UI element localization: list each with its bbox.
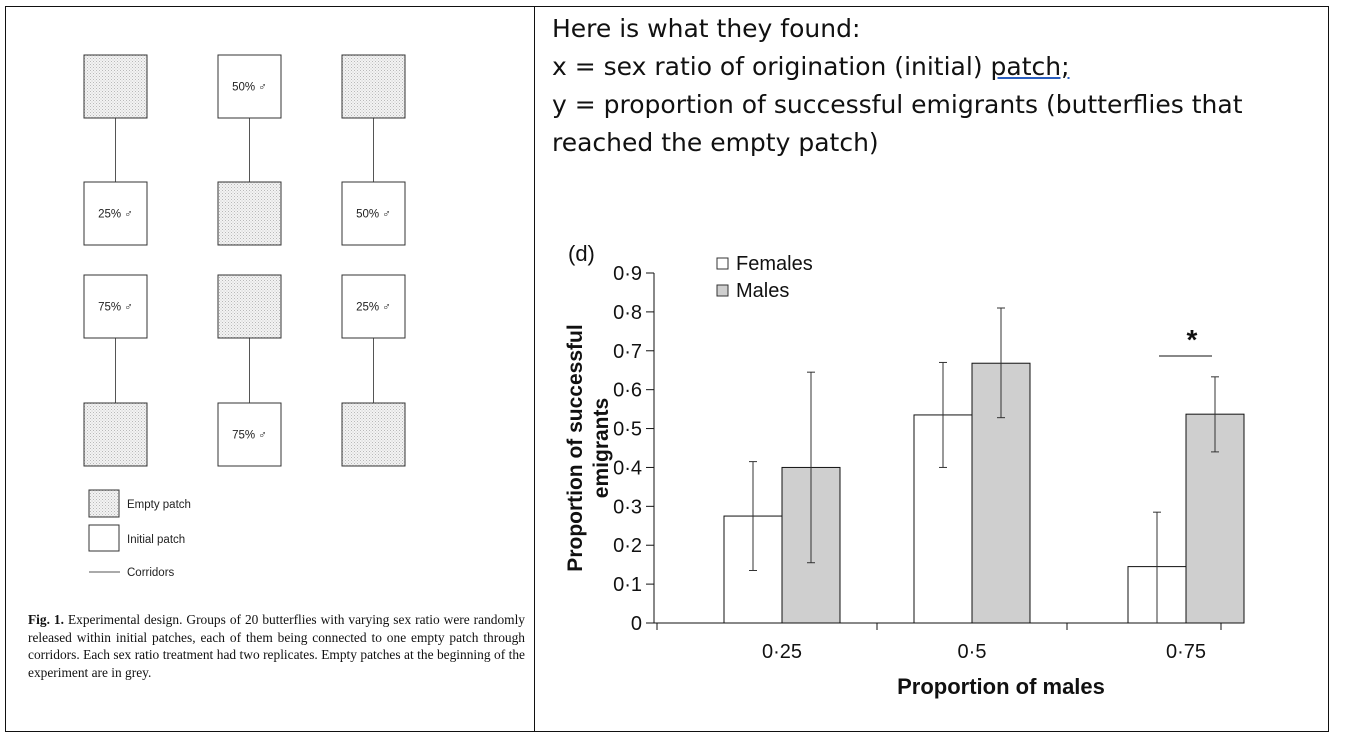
y-tick-label: 0·5	[613, 419, 642, 441]
significance-star: *	[1187, 324, 1198, 355]
empty-patch	[83, 54, 148, 119]
y-axis-title-line: Proportion of successful	[564, 324, 587, 571]
patch-label: 50% ♂	[356, 209, 391, 221]
legend-label-females: Females	[736, 253, 813, 275]
initial-patch	[83, 181, 148, 246]
legend-empty-label: Empty patch	[127, 499, 191, 511]
panel-label: (d)	[568, 241, 595, 266]
diagram-legend: Empty patch Initial patch Corridors	[88, 489, 191, 579]
caption-text: Experimental design. Groups of 20 butter…	[28, 612, 525, 680]
intro-line-3: y = proportion of successful emigrants (…	[552, 90, 1243, 119]
patch-label: 75% ♂	[98, 302, 133, 314]
patch-label: 25% ♂	[356, 302, 391, 314]
patches-group: 50% ♂ 25% ♂ 50% ♂ 75% ♂ 25% ♂ 75% ♂	[83, 54, 406, 467]
y-tick-label: 0·1	[613, 574, 642, 596]
initial-patch	[217, 54, 282, 119]
annotations-group: *	[1159, 324, 1212, 357]
legend-corridors-label: Corridors	[127, 567, 175, 579]
figure-frame	[5, 6, 1329, 732]
legend-initial-swatch	[88, 524, 120, 552]
legend-swatch-females	[716, 257, 729, 270]
initial-patch	[217, 402, 282, 467]
patch-label: 75% ♂	[232, 430, 267, 442]
axes-group: 0 0·1 0·2 0·3 0·4 0·5 0·6 0·7 0·8 0·9 0·25 0·5 0·75	[613, 263, 1222, 663]
initial-patch	[341, 274, 406, 339]
y-axis-title-line: emigrants	[590, 398, 613, 498]
y-tick-label: 0	[631, 613, 642, 635]
initial-patch	[341, 181, 406, 246]
legend-empty-swatch	[88, 489, 120, 518]
y-tick-label: 0·9	[613, 263, 642, 285]
x-tick-label: 0·5	[958, 641, 987, 663]
empty-patch	[217, 181, 282, 246]
empty-patch	[341, 402, 406, 467]
y-tick-label: 0·8	[613, 302, 642, 324]
findings-text: Here is what they found: x = sex ratio o…	[552, 10, 1322, 162]
y-axis-title-group: Proportion of successful emigrants	[564, 324, 613, 571]
initial-patch	[83, 274, 148, 339]
legend-initial-label: Initial patch	[127, 534, 185, 546]
y-tick-label: 0·7	[613, 341, 642, 363]
chart-legend: Females Males	[716, 253, 813, 302]
error-bars-group	[749, 307, 1219, 623]
y-tick-label: 0·2	[613, 535, 642, 557]
patch-label: 50% ♂	[232, 82, 267, 94]
x-tick-label: 0·75	[1166, 641, 1206, 663]
x-tick-label: 0·25	[762, 641, 802, 663]
corridors-group	[115, 118, 374, 403]
empty-patch	[341, 54, 406, 119]
intro-line-1: Here is what they found:	[552, 14, 861, 43]
x-definition-underlined: patch;	[990, 52, 1070, 81]
bar-chart: (d) Proportion of successful emigrants 00…	[564, 241, 1245, 699]
empty-patch	[217, 274, 282, 339]
patch-label: 25% ♂	[98, 209, 133, 221]
legend-swatch-males	[716, 284, 729, 297]
y-tick-label: 0·3	[613, 496, 642, 518]
intro-line-4: reached the empty patch)	[552, 128, 879, 157]
y-tick-label: 0·6	[613, 380, 642, 402]
figure-caption: Fig. 1. Experimental design. Groups of 2…	[28, 611, 525, 681]
y-tick-label: 0·4	[613, 457, 642, 479]
legend-label-males: Males	[736, 280, 789, 302]
x-definition: x = sex ratio of origination (initial)	[552, 52, 991, 81]
empty-patch	[83, 402, 148, 467]
experimental-design-diagram: 50% ♂ 25% ♂ 50% ♂ 75% ♂ 25% ♂ 75% ♂ Empty pat…	[83, 54, 406, 579]
bars-group	[723, 362, 1245, 624]
caption-prefix: Fig. 1.	[28, 612, 64, 627]
intro-line-2: x = sex ratio of origination (initial) p…	[552, 48, 1322, 86]
x-axis-title: Proportion of males	[897, 674, 1105, 699]
panel-divider	[534, 6, 535, 732]
